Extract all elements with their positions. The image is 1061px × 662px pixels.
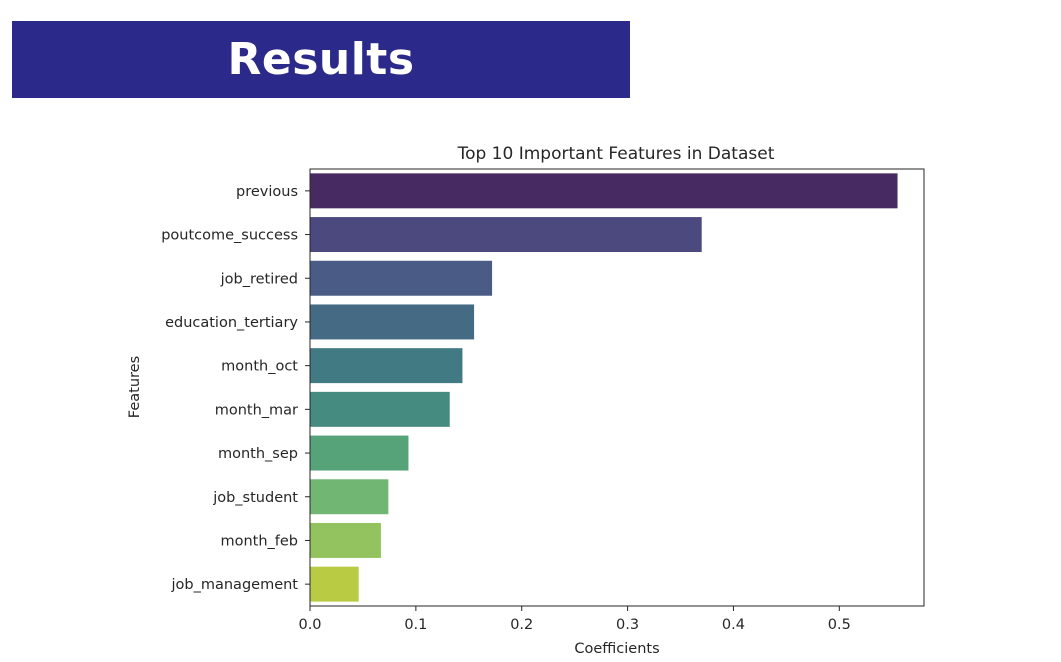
x-tick-label: 0.1 <box>404 617 427 633</box>
bar-previous <box>310 173 898 209</box>
bar-job-retired <box>310 260 493 296</box>
bar-month-oct <box>310 348 463 384</box>
slide-heading: Results <box>227 34 415 85</box>
chart-title: Top 10 Important Features in Dataset <box>457 144 775 164</box>
x-axis-label: Coefficients <box>574 641 659 657</box>
plot-frame <box>309 168 925 607</box>
x-ticks: 0.0 0.1 0.2 0.3 0.4 0.5 <box>298 606 851 633</box>
y-tick-label: job_retired <box>220 271 298 287</box>
x-tick-label: 0.3 <box>616 617 639 633</box>
y-tick-label: month_oct <box>221 359 298 375</box>
bar-month-mar <box>310 391 450 427</box>
bars-group <box>310 173 898 602</box>
x-tick-label: 0.4 <box>722 617 745 633</box>
y-tick-labels: previous poutcome_success job_retirededuca… <box>161 184 310 593</box>
bar-month-sep <box>310 435 409 471</box>
bar-education-tertiary <box>310 304 475 340</box>
bar-month-feb <box>310 522 381 558</box>
x-tick-label: 0.5 <box>828 617 851 633</box>
y-axis-label: Features <box>127 356 143 418</box>
x-tick-label: 0.0 <box>298 617 321 633</box>
y-tick-label: month_sep <box>218 446 298 462</box>
y-tick-label: job_management <box>171 577 299 593</box>
y-tick-label: poutcome_success <box>161 228 298 244</box>
x-tick-label: 0.2 <box>510 617 533 633</box>
bar-job-management <box>310 566 359 602</box>
y-tick-label: month_mar <box>215 402 298 418</box>
y-tick-label: month_feb <box>220 533 298 549</box>
bar-poutcome-success <box>310 217 702 253</box>
title-banner: Results <box>12 21 630 98</box>
y-tick-label: previous <box>236 184 298 200</box>
bar-job-student <box>310 479 389 515</box>
y-tick-label: education_tertiary <box>165 315 298 331</box>
y-tick-label: job_student <box>212 490 298 506</box>
